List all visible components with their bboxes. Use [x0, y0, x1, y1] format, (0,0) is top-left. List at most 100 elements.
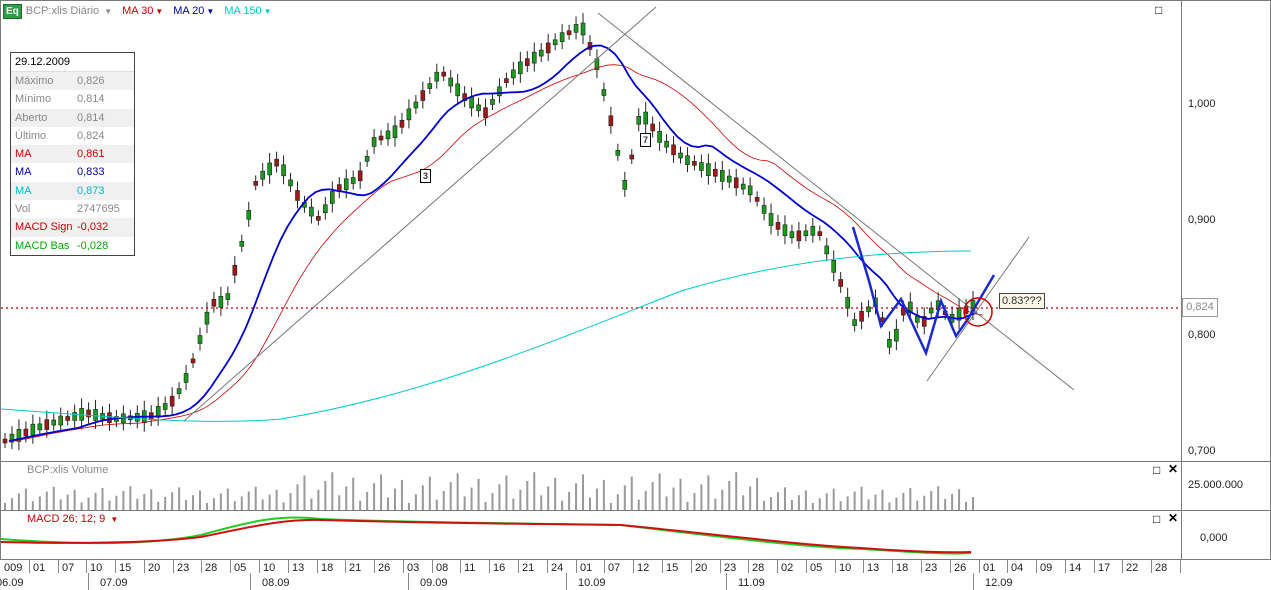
ma150-selector[interactable]: MA 150 ▼: [224, 5, 272, 17]
time-day-label: 05: [234, 562, 247, 574]
volume-bar: [317, 489, 320, 510]
time-month-label: 07.09: [100, 577, 128, 589]
volume-bar: [790, 500, 793, 510]
candle-body: [378, 135, 384, 141]
volume-bar: [10, 498, 13, 510]
info-value: -0,028: [77, 239, 109, 252]
info-row: Último 0,824: [11, 127, 134, 145]
candle-body: [427, 83, 433, 89]
volume-bar: [393, 488, 396, 510]
volume-bar: [665, 496, 668, 510]
candle-body: [538, 49, 544, 57]
time-tick: [29, 560, 30, 573]
volume-axis: 25.000.000: [1182, 461, 1271, 511]
volume-bar: [205, 503, 208, 510]
volume-bar: [352, 477, 355, 510]
price-panel[interactable]: Eq BCP:xlis Diário ▼ MA 30 ▼ MA 20 ▼ MA 15…: [0, 0, 1182, 462]
candle-body: [288, 179, 293, 187]
time-day-label: 28: [205, 562, 218, 574]
volume-panel[interactable]: BCP:xlis Volume □ ✕: [0, 461, 1182, 511]
volume-bar: [366, 492, 369, 510]
time-tick: [345, 560, 346, 573]
volume-bar: [59, 499, 62, 510]
maximize-button[interactable]: □: [1153, 463, 1161, 477]
volume-bar: [714, 498, 717, 510]
candle-body: [838, 279, 843, 287]
volume-bar: [749, 486, 752, 510]
close-icon[interactable]: ✕: [1168, 462, 1179, 476]
volume-panel-title: BCP:xlis Volume: [27, 464, 109, 476]
volume-bar: [66, 494, 69, 510]
candle-body: [267, 162, 272, 176]
time-day-label: 13: [292, 562, 305, 574]
ma30-selector[interactable]: MA 30 ▼: [122, 5, 164, 17]
price-axis[interactable]: 1,000 0,900 0,800 0,700: [1182, 0, 1271, 462]
info-row: Máximo 0,826: [11, 72, 134, 91]
volume-bar: [644, 490, 647, 510]
ma20-selector[interactable]: MA 20 ▼: [173, 5, 215, 17]
volume-bar: [582, 474, 585, 510]
candle-body: [615, 149, 621, 156]
maximize-button[interactable]: □: [1155, 3, 1163, 17]
month-tick: [566, 573, 567, 590]
candle-body: [866, 306, 871, 313]
candle-body: [747, 185, 753, 196]
macd-panel[interactable]: MACD 26; 12; 9 ▼ □ ✕: [0, 510, 1182, 560]
time-day-label: 14: [1069, 562, 1082, 574]
time-day-label: 009: [4, 562, 23, 574]
time-day-label: 26: [378, 562, 391, 574]
volume-chart: [4, 472, 974, 510]
volume-bar: [470, 487, 473, 510]
time-day-label: 23: [925, 562, 938, 574]
volume-bar: [178, 487, 181, 510]
macd-selector[interactable]: MACD 26; 12; 9 ▼: [27, 513, 118, 525]
volume-bar: [533, 472, 536, 510]
price-axis-label: 0,700: [1188, 445, 1216, 457]
volume-bar: [804, 490, 807, 510]
time-day-label: 11: [464, 562, 476, 574]
candle-body: [845, 296, 850, 309]
volume-bar: [777, 492, 780, 510]
time-tick: [288, 560, 289, 573]
time-day-label: 01: [580, 562, 593, 574]
volume-bar: [24, 488, 27, 510]
volume-bar: [763, 500, 766, 510]
symbol-selector[interactable]: BCP:xlis Diário ▼: [25, 5, 113, 17]
time-day-label: 24: [551, 562, 564, 574]
candle-body: [511, 69, 516, 79]
close-icon[interactable]: ✕: [1168, 511, 1179, 525]
candle-body: [65, 416, 70, 421]
candle-body: [441, 71, 447, 77]
maximize-button[interactable]: □: [1153, 512, 1161, 526]
macd-panel-title: MACD 26; 12; 9: [27, 513, 106, 525]
info-row: MA 0,861: [11, 145, 134, 164]
price-axis-label: 0,900: [1188, 214, 1216, 226]
volume-bar: [192, 495, 195, 510]
time-day-label: 28: [1155, 562, 1168, 574]
time-axis[interactable]: 009 01 07 10 15 20 23 28 05 10 13 18 21 26 03 08 11 16 21 2…: [0, 559, 1271, 590]
volume-bar: [867, 499, 870, 510]
volume-bar: [477, 478, 480, 510]
volume-bar: [965, 501, 968, 510]
candle-body: [921, 316, 927, 327]
chevron-down-icon: ▼: [263, 7, 272, 16]
volume-bar: [4, 503, 6, 510]
time-tick: [1094, 560, 1095, 573]
time-day-label: 12: [637, 562, 650, 574]
volume-bar: [122, 491, 125, 510]
candle-body: [364, 156, 370, 162]
wave-marker-3: 3: [420, 169, 431, 183]
volume-bar: [400, 479, 403, 510]
info-row: Vol 2747695: [11, 200, 134, 218]
volume-bar: [519, 489, 522, 510]
candle-body: [768, 213, 774, 226]
info-key: Mínimo: [15, 93, 52, 106]
volume-bar: [860, 486, 863, 510]
volume-bar: [742, 495, 745, 510]
time-month-label: 12.09: [985, 577, 1013, 589]
time-month-label: 10.09: [578, 577, 606, 589]
info-value: 0,814: [77, 111, 105, 124]
time-tick: [547, 560, 548, 573]
time-day-label: 22: [1126, 562, 1139, 574]
time-tick: [317, 560, 318, 573]
